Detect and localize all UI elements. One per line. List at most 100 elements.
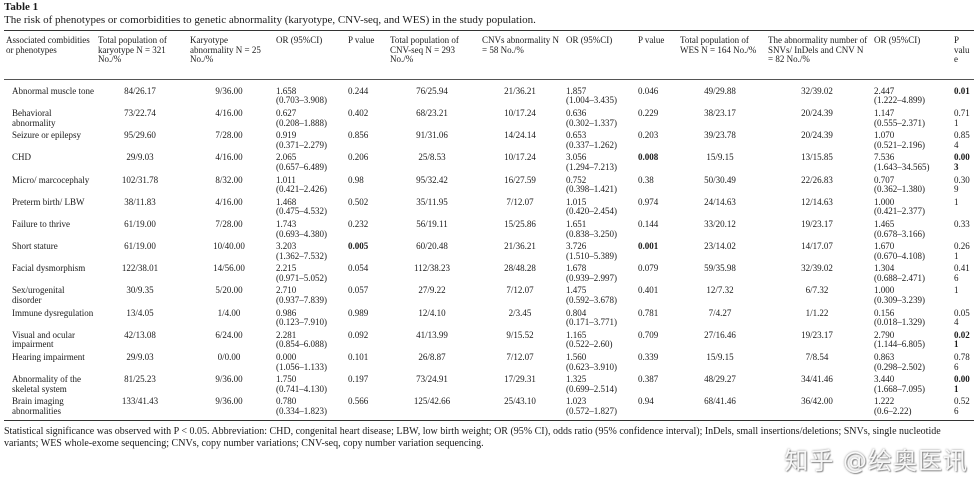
confidence-interval: (1.362–7.532) [276, 250, 327, 261]
confidence-interval: (1.144–6.805) [874, 339, 925, 350]
phenotype-cell: Seizure or epilepsy [4, 130, 96, 153]
odds-ratio: 1.304 [874, 263, 895, 274]
cell-value: Micro/ marcocephaly [12, 174, 90, 185]
confidence-interval: (1.294–7.213) [566, 161, 617, 172]
header-cell: The abnormality number of SNVs/ InDels a… [766, 30, 872, 80]
phenotype-cell: Preterm birth/ LBW [4, 197, 96, 220]
table-cell: 0.101 [346, 352, 388, 375]
header-cell: Total population of karyotype N = 321 No… [96, 30, 188, 80]
table-cell: 0.974 [636, 197, 678, 220]
cell-value: 68/41.46 [704, 396, 736, 407]
table-cell: 0.786 [952, 352, 974, 375]
table-cell: 1.560 (0.623–3.910) [564, 352, 636, 375]
odds-ratio: 2.790 [874, 329, 895, 340]
table-row: Seizure or epilepsy 95/29.60 7/28.00 0.919(… [4, 130, 974, 153]
confidence-interval: (0.693–4.380) [276, 228, 327, 239]
table-cell: 0.401 [636, 286, 678, 308]
confidence-interval: (0.398–1.421) [566, 184, 617, 195]
p-value: 0.001 [954, 374, 970, 394]
table-cell: 15/9.15 [678, 352, 766, 375]
phenotype-cell: Brain imaging abnormalities [4, 397, 96, 420]
cell-value: 4/16.00 [215, 152, 243, 163]
cell-value: 9/15.52 [506, 329, 534, 340]
cell-value: 19/23.17 [801, 329, 833, 340]
confidence-interval: (0.421–2.426) [276, 184, 327, 195]
confidence-interval: (0.302–1.337) [566, 117, 617, 128]
table-cell: 59/35.98 [678, 263, 766, 286]
cell-value: 102/31.78 [121, 174, 159, 185]
table-cell: 0.156 (0.018–1.329) [872, 308, 952, 331]
p-value: 1 [954, 196, 959, 207]
table-cell: 6/24.00 [188, 330, 274, 353]
table-cell: 8/32.00 [188, 175, 274, 198]
cell-value: 27/16.46 [704, 329, 736, 340]
confidence-interval: (0.657–6.489) [276, 161, 327, 172]
odds-ratio: 1.015 [566, 196, 587, 207]
table-cell: 20/24.39 [766, 108, 872, 131]
cell-value: 9/36.00 [215, 85, 243, 96]
table-cell: 29/9.03 [96, 153, 188, 175]
odds-ratio: 0.919 [276, 130, 297, 141]
phenotype-cell: Sex/urogenital disorder [4, 286, 96, 308]
cell-value: Short stature [12, 241, 58, 252]
table-cell: 73/22.74 [96, 108, 188, 131]
table-cell: 1.011 (0.421–2.426) [274, 175, 346, 198]
p-value: 0.387 [638, 374, 659, 385]
phenotype-cell: Failure to thrive [4, 219, 96, 242]
table-cell: 3.440 (1.668–7.095) [872, 374, 952, 397]
cell-value: 5/20.00 [215, 285, 243, 296]
table-cell: 42/13.08 [96, 330, 188, 353]
p-value: 1 [954, 285, 959, 296]
p-value: 0.401 [638, 285, 659, 296]
cell-value: 27/9.22 [418, 285, 446, 296]
table-cell: 0.206 [346, 153, 388, 175]
cell-value: 25/8.53 [418, 152, 446, 163]
table-cell: 0.005 [346, 241, 388, 264]
table-cell: 2/3.45 [480, 308, 564, 331]
header-row: Associated combidities or phenotypes Tot… [4, 30, 974, 80]
cell-value: 7/12.07 [506, 196, 534, 207]
table-cell: 27/9.22 [388, 286, 480, 308]
cell-value: 10/17.24 [504, 152, 536, 163]
table-cell: 0/0.00 [188, 352, 274, 375]
odds-ratio: 0.653 [566, 130, 587, 141]
p-value: 0.005 [348, 241, 369, 252]
confidence-interval: (0.371–2.279) [276, 139, 327, 150]
table-cell: 4/16.00 [188, 108, 274, 131]
cell-value: 13/15.85 [801, 152, 833, 163]
table-cell: 15/25.86 [480, 219, 564, 242]
table-cell: 91/31.06 [388, 130, 480, 153]
cell-value: 21/36.21 [504, 241, 536, 252]
table-cell: 0.416 [952, 264, 974, 286]
cell-value: 16/27.59 [504, 174, 536, 185]
confidence-interval: (0.854–6.088) [276, 339, 327, 350]
p-value: 0.402 [348, 107, 369, 118]
p-value: 0.261 [954, 241, 970, 261]
cell-value: 73/24.91 [416, 374, 448, 385]
odds-ratio: 1.222 [874, 396, 895, 407]
p-value: 0.079 [638, 263, 659, 274]
table-cell: 0.092 [346, 330, 388, 353]
cell-value: 9/36.00 [215, 396, 243, 407]
cell-value: 4/16.00 [215, 196, 243, 207]
table-cell: 7/8.54 [766, 352, 872, 375]
table-cell: 1.743 (0.693–4.380) [274, 219, 346, 242]
table-cell: 1.015 (0.420–2.454) [564, 196, 636, 220]
table-cell: 2.710 (0.937–7.839) [274, 286, 346, 308]
table-cell: 1.070 (0.521–2.196) [872, 130, 952, 153]
table-cell: 1.147 (0.555–2.371) [872, 108, 952, 131]
confidence-interval: (0.522–2.60) [566, 339, 613, 350]
table-cell: 1 [952, 286, 974, 308]
table-cell: 12/4.10 [388, 308, 480, 331]
confidence-interval: (0.572–1.827) [566, 406, 617, 416]
table-cell: 4/16.00 [188, 153, 274, 175]
p-value: 0.854 [954, 130, 970, 150]
table-cell: 112/38.23 [388, 263, 480, 286]
phenotype-cell: Hearing impairment [4, 352, 96, 375]
header-cell: Karyotype abnormality N = 25 No./% [188, 30, 274, 80]
cell-value: 48/29.27 [704, 374, 736, 385]
p-value: 0.021 [954, 329, 970, 350]
p-value: 0.229 [638, 107, 659, 118]
p-value: 0.416 [954, 263, 970, 283]
odds-ratio: 0.636 [566, 107, 587, 118]
